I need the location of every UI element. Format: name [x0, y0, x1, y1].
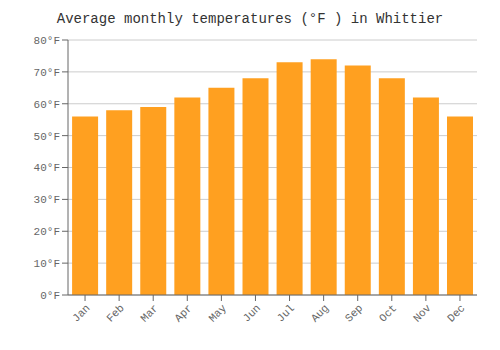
svg-text:Feb: Feb — [104, 302, 126, 324]
svg-text:40°F: 40°F — [34, 162, 60, 174]
svg-text:Dec: Dec — [445, 302, 467, 324]
svg-text:Sep: Sep — [343, 302, 365, 324]
html-text:Average monthly temperatures (: Average monthly temperatures (°F ) in Wh… — [56, 11, 444, 27]
svg-text:10°F: 10°F — [34, 258, 60, 270]
svg-text:Jan: Jan — [70, 302, 92, 324]
svg-text:Apr: Apr — [172, 302, 194, 324]
svg-text:May: May — [207, 302, 230, 325]
svg-text:Jun: Jun — [241, 302, 263, 324]
svg-text:Jul: Jul — [275, 302, 297, 324]
svg-text:80°F: 80°F — [34, 35, 60, 47]
svg-text:Nov: Nov — [411, 302, 434, 325]
svg-text:60°F: 60°F — [34, 99, 60, 111]
svg-text:50°F: 50°F — [34, 131, 60, 143]
svg-text:Oct: Oct — [377, 302, 399, 324]
svg-text:20°F: 20°F — [34, 226, 60, 238]
svg-text:70°F: 70°F — [34, 67, 60, 79]
svg-text:0°F: 0°F — [40, 290, 60, 302]
svg-text:30°F: 30°F — [34, 194, 60, 206]
svg-text:Mar: Mar — [138, 302, 160, 324]
svg-text:Aug: Aug — [309, 302, 331, 324]
